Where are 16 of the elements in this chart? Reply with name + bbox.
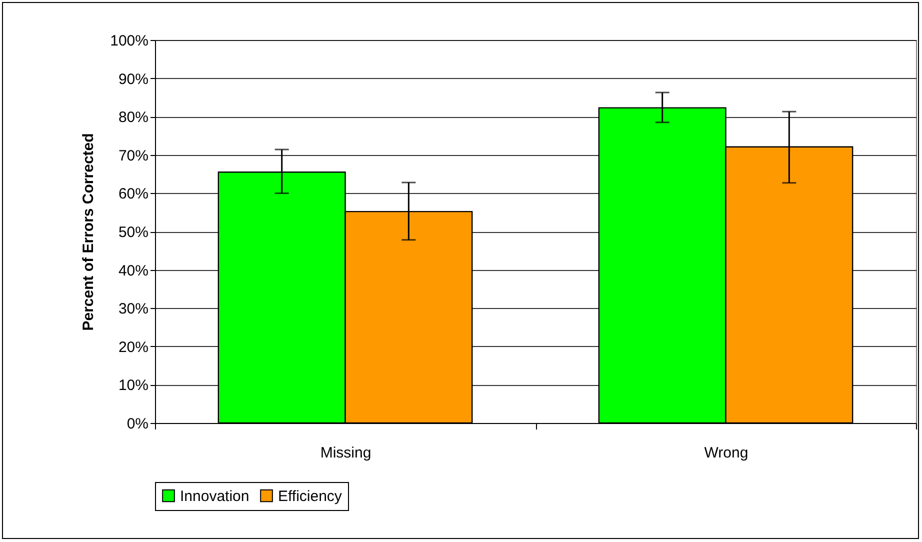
y-tick-label: 20% [118,338,148,356]
legend-label: Efficiency [278,488,342,505]
y-tick-label: 90% [118,70,148,88]
y-tick-label: 40% [118,262,148,280]
y-axis-title: Percent of Errors Corrected [80,133,98,331]
y-tick-label: 70% [118,147,148,164]
y-tick-label: 80% [118,109,148,126]
y-tick-label: 30% [118,300,148,318]
x-tick-label: Wrong [704,444,748,462]
y-tick-label: 60% [118,186,148,203]
x-tick-label: Missing [320,444,372,462]
legend-label: Innovation [180,488,250,505]
y-tick-label: 50% [118,224,148,241]
y-tick-label: 0% [126,416,148,432]
y-tick-label: 100% [110,32,148,50]
y-tick-label: 10% [118,377,148,394]
